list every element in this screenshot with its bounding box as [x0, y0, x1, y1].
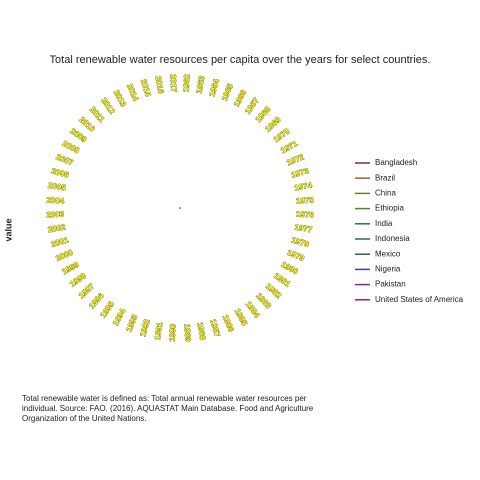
caption: individual. Source: FAO. (2016). AQUASTA… [22, 404, 314, 413]
angle-label: 1989 [182, 324, 192, 343]
angle-label: 1963 [195, 75, 207, 95]
legend-label: Indonesia [375, 234, 410, 243]
center [179, 207, 181, 209]
angle-label: 2005 [47, 181, 67, 193]
legend-label: Mexico [375, 249, 401, 258]
angle-label: 2003 [46, 210, 65, 220]
caption: Total renewable water is defined as: Tot… [22, 394, 307, 403]
angle-label: 1975 [296, 196, 315, 206]
angle-label: 1977 [294, 223, 314, 235]
legend-label: Bangladesh [375, 158, 417, 167]
angle-label: 1974 [294, 181, 314, 193]
angle-label: 2004 [46, 196, 65, 206]
legend-label: India [375, 219, 393, 228]
angle-label: 1991 [153, 321, 165, 341]
angle-label: 2017 [168, 74, 178, 93]
angle-label: 2016 [154, 75, 166, 95]
legend-label: United States of America [375, 295, 464, 304]
angle-label: 1962 [182, 73, 192, 92]
chart-title: Total renewable water resources per capi… [50, 54, 431, 66]
angle-label: 2002 [47, 223, 67, 235]
legend-label: China [375, 189, 396, 198]
angle-label: 1988 [195, 322, 207, 342]
legend-label: Ethiopia [375, 204, 404, 213]
legend-label: Pakistan [375, 280, 406, 289]
angle-label: 1990 [168, 323, 178, 342]
legend-label: Nigeria [375, 265, 401, 274]
caption: Organization of the United Nations. [22, 414, 147, 423]
y-axis-label: value [3, 218, 13, 241]
legend-label: Brazil [375, 173, 395, 182]
angle-label: 1976 [296, 210, 315, 220]
